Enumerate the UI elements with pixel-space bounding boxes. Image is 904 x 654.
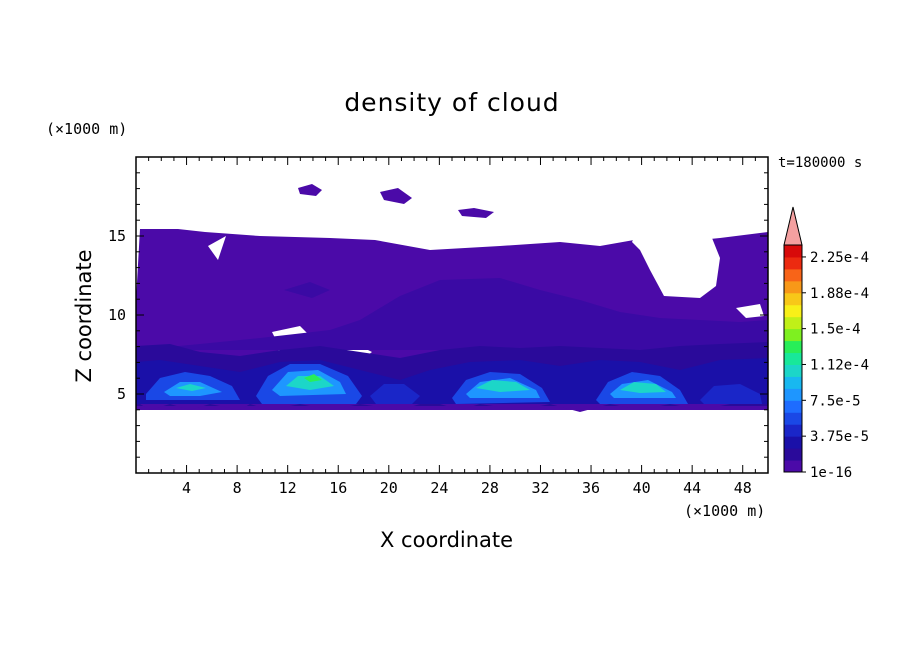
cloud-gap bbox=[208, 236, 226, 260]
colorbar-label: 1.12e-4 bbox=[810, 357, 869, 373]
colorbar-swatch bbox=[784, 424, 802, 437]
x-tick-label: 40 bbox=[633, 479, 651, 497]
colorbar-swatch bbox=[784, 364, 802, 377]
x-tick-label: 8 bbox=[233, 479, 242, 497]
cloud-cell bbox=[620, 382, 666, 393]
chart-title: density of cloud bbox=[344, 88, 560, 117]
colorbar-label: 1.5e-4 bbox=[810, 322, 861, 338]
colorbar-swatch bbox=[784, 304, 802, 318]
x-tick-label: 28 bbox=[481, 479, 499, 497]
colorbar-label: 3.75e-5 bbox=[810, 429, 869, 445]
time-label: t=180000 s bbox=[778, 155, 863, 171]
colorbar-swatch bbox=[784, 388, 802, 401]
colorbar-swatch bbox=[784, 280, 802, 294]
y-tick-label: 10 bbox=[108, 306, 126, 324]
x-tick-label: 36 bbox=[582, 479, 600, 497]
colorbar-overflow-arrow bbox=[783, 206, 803, 246]
colorbar-swatch bbox=[784, 292, 802, 306]
cloud-base-edge bbox=[140, 404, 768, 412]
colorbar-swatch bbox=[784, 352, 802, 365]
cloud-base-edge bbox=[136, 410, 768, 473]
cloud-cell bbox=[176, 384, 206, 391]
x-tick-label: 4 bbox=[182, 479, 191, 497]
cloud-patch bbox=[298, 184, 322, 196]
x-tick-label: 20 bbox=[380, 479, 398, 497]
x-tick-label: 12 bbox=[279, 479, 297, 497]
colorbar-swatch bbox=[784, 376, 802, 389]
cloud-cell-peak bbox=[304, 374, 322, 382]
y-tick-label: 15 bbox=[108, 227, 126, 245]
contour-field bbox=[136, 184, 768, 473]
colorbar-label: 7.5e-5 bbox=[810, 393, 861, 409]
cloud-gap bbox=[632, 214, 720, 298]
cloud-cell bbox=[370, 384, 420, 404]
x-tick-label: 24 bbox=[430, 479, 448, 497]
colorbar-label: 1.88e-4 bbox=[810, 286, 869, 302]
cloud-gap bbox=[736, 304, 764, 318]
colorbar-swatch bbox=[784, 256, 802, 270]
x-tick-label: 32 bbox=[531, 479, 549, 497]
y-tick-label: 5 bbox=[117, 385, 126, 403]
cloud-level-1 bbox=[136, 278, 768, 350]
colorbar-swatch bbox=[784, 340, 802, 354]
colorbar-swatch bbox=[784, 328, 802, 342]
colorbar-swatch bbox=[784, 245, 802, 258]
x-axis-label: X coordinate bbox=[380, 528, 514, 552]
colorbar-swatch bbox=[784, 316, 802, 330]
colorbar-swatch bbox=[784, 268, 802, 282]
x-tick-label: 16 bbox=[329, 479, 347, 497]
colorbar-swatch bbox=[784, 400, 802, 413]
colorbar-swatch bbox=[784, 412, 802, 425]
colorbar-frame bbox=[783, 244, 803, 473]
colorbar-swatch bbox=[784, 460, 802, 473]
cloud-cell bbox=[700, 384, 762, 404]
cloud-cell bbox=[476, 380, 530, 392]
cloud-patch bbox=[458, 208, 494, 218]
colorbar-label: 2.25e-4 bbox=[810, 250, 869, 266]
cloud-patch bbox=[380, 188, 412, 204]
colorbar: 1e-16 3.75e-5 7.5e-5 1.12e-4 1.5e-4 1.88e-4 2.… bbox=[783, 206, 869, 481]
colorbar-label: 1e-16 bbox=[810, 465, 852, 481]
x-tick-label: 44 bbox=[683, 479, 701, 497]
y-axis-unit: (×1000 m) bbox=[46, 120, 128, 138]
cloud-level-1 bbox=[284, 282, 330, 298]
x-axis-unit: (×1000 m) bbox=[684, 502, 766, 520]
x-tick-label: 48 bbox=[734, 479, 752, 497]
cloud-cell bbox=[286, 376, 334, 390]
colorbar-swatch bbox=[784, 448, 802, 461]
colorbar-swatch bbox=[784, 436, 802, 449]
